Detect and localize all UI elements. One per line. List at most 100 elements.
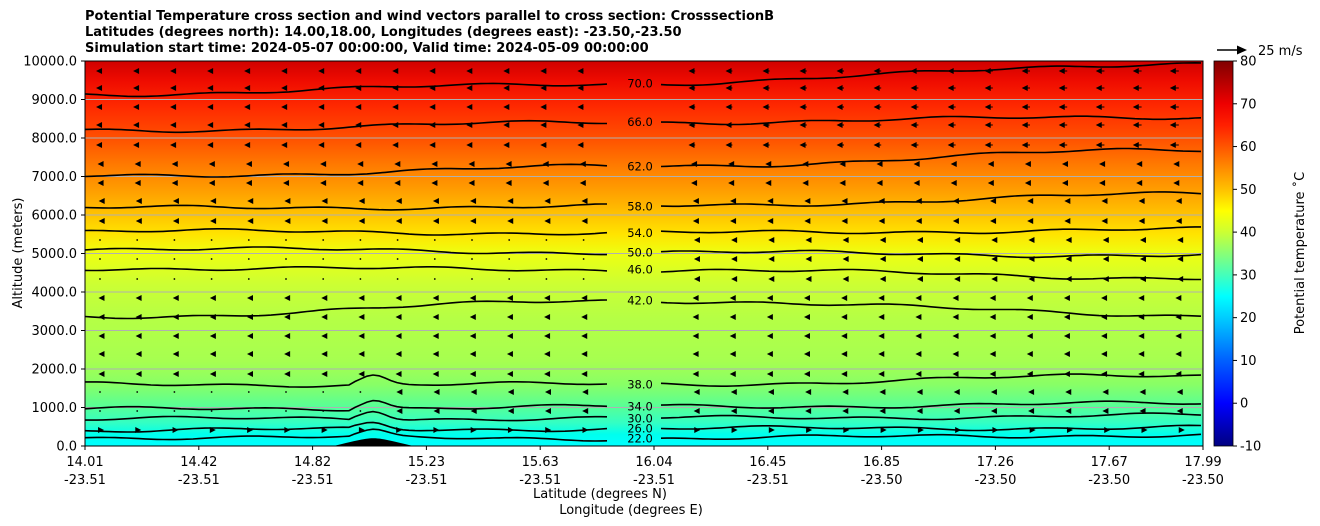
x-tick-label-lat: 14.42 [180,455,217,470]
wind-vector [731,427,738,433]
wind-vector [950,180,957,186]
wind-vector [506,314,513,320]
wind-vector [841,198,848,204]
wind-vector-dot [396,278,399,280]
wind-vector-dot [582,239,585,241]
wind-vector [1063,295,1070,301]
wind-vector [688,85,695,91]
wind-vector [725,122,732,128]
wind-vector [284,333,291,339]
wind-vector [1058,104,1065,110]
wind-vector [355,142,362,148]
title-line-3: Simulation start time: 2024-05-07 00:00:… [85,41,649,56]
contour-line [660,424,1202,432]
wind-vector [470,389,477,395]
wind-vector [207,85,214,91]
wind-vector [910,142,917,148]
wind-vector [1136,180,1143,186]
wind-vector [355,85,362,91]
wind-vector [133,85,140,91]
wind-vector [134,161,141,167]
wind-vector [879,256,886,262]
x-axis-label-secondary: Longitude (degrees E) [559,503,703,518]
wind-vector-dot [508,239,511,241]
wind-vector [96,142,103,148]
wind-vector [357,180,364,186]
wind-vector [1178,427,1185,433]
x-tick-label-lon: -23.51 [178,473,220,488]
wind-vector [1021,142,1028,148]
wind-vector [469,333,476,339]
wind-vector [984,142,991,148]
wind-vector [915,333,922,339]
wind-vector [1064,198,1071,204]
wind-vector [468,161,475,167]
wind-vector [1026,295,1033,301]
wind-vector [1102,276,1109,282]
wind-vector [247,295,254,301]
wind-vector-dot [322,410,325,412]
wind-vector [395,295,402,301]
wind-vector [880,427,887,433]
wind-vector [1024,180,1031,186]
y-tick-label: 5000.0 [32,247,78,262]
wind-vector [433,427,440,433]
wind-vector [766,371,773,377]
wind-vector [879,237,886,243]
wind-vector [284,314,291,320]
wind-vector [1102,237,1109,243]
wind-vector [1136,161,1143,167]
wind-vector [1173,180,1180,186]
wind-vector [1095,85,1102,91]
wind-vector [916,276,923,282]
wind-vector [688,142,695,148]
wind-vector [209,371,216,377]
wind-vector [1176,389,1183,395]
wind-vector [581,314,588,320]
wind-vector [728,161,735,167]
wind-vector [693,408,700,414]
wind-vector [507,198,514,204]
wind-vector [582,427,589,433]
wind-vector-dot [359,258,362,260]
wind-vector-dot [582,278,585,280]
wind-vector [545,427,552,433]
wind-vector [766,314,773,320]
wind-vector-dot [210,410,213,412]
wind-vector [730,198,737,204]
wind-vector [915,351,922,357]
wind-vector [244,68,251,74]
wind-vector [209,314,216,320]
wind-vector [916,256,923,262]
wind-vector [842,256,849,262]
wind-vector [468,180,475,186]
wind-vector [1132,104,1139,110]
wind-vector [947,122,954,128]
wind-vector [873,85,880,91]
contour-line [85,119,607,134]
wind-vector [876,161,883,167]
wind-vector [98,198,105,204]
wind-vector [544,295,551,301]
wind-vector [952,218,959,224]
wind-vector [544,371,551,377]
wind-vector [247,333,254,339]
wind-vector [358,295,365,301]
x-tick-label-lat: 16.04 [635,455,672,470]
wind-vector [358,371,365,377]
wind-vector [172,198,179,204]
wind-vector [172,218,179,224]
wind-vector [96,68,103,74]
wind-vector [1169,85,1176,91]
wind-vector-dot [173,391,176,393]
wind-vector [952,295,959,301]
wind-vector [730,408,737,414]
wind-vector [692,198,699,204]
wind-vector [692,351,699,357]
wind-vector [209,351,216,357]
wind-vector [431,180,438,186]
y-tick-label: 7000.0 [32,170,78,185]
wind-vector [804,371,811,377]
wind-vector [209,295,216,301]
wind-vector [729,351,736,357]
